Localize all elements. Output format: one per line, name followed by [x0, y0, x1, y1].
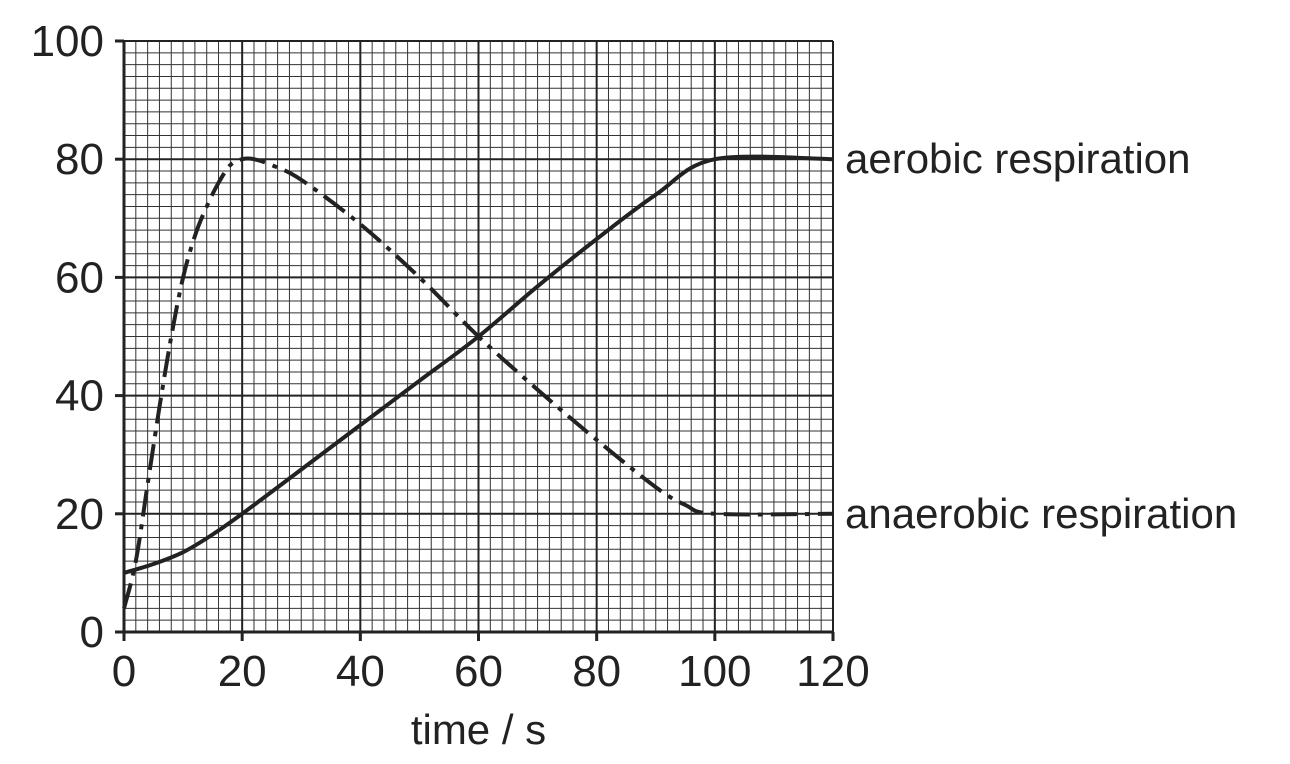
x-tick-label: 40: [336, 647, 385, 696]
series-lines: [122, 154, 834, 609]
axes: [115, 39, 835, 641]
x-tick-label: 20: [218, 647, 267, 696]
x-tick-label: 0: [112, 647, 136, 696]
anaerobic-respiration-label: anaerobic respiration: [845, 490, 1237, 537]
y-tick-label: 100: [31, 17, 104, 66]
anaerobic-respiration-line: [122, 156, 834, 609]
aerobic-respiration-line: [123, 154, 834, 575]
y-tick-label: 0: [80, 608, 104, 657]
x-axis-label: time / s: [411, 706, 546, 753]
y-tick-label: 40: [55, 372, 104, 421]
aerobic-respiration-label: aerobic respiration: [845, 135, 1191, 182]
y-tick-label: 80: [55, 135, 104, 184]
y-tick-label: 20: [55, 490, 104, 539]
tick-labels: 0 20 40 60 80 100 120 0 20 40 60 80 100: [31, 17, 870, 696]
y-tick-label: 60: [55, 253, 104, 302]
series-labels: aerobic respiration anaerobic respiration: [845, 135, 1237, 537]
x-tick-label: 60: [454, 647, 503, 696]
x-tick-label: 120: [796, 647, 869, 696]
x-tick-label: 80: [572, 647, 621, 696]
x-tick-label: 100: [678, 647, 751, 696]
